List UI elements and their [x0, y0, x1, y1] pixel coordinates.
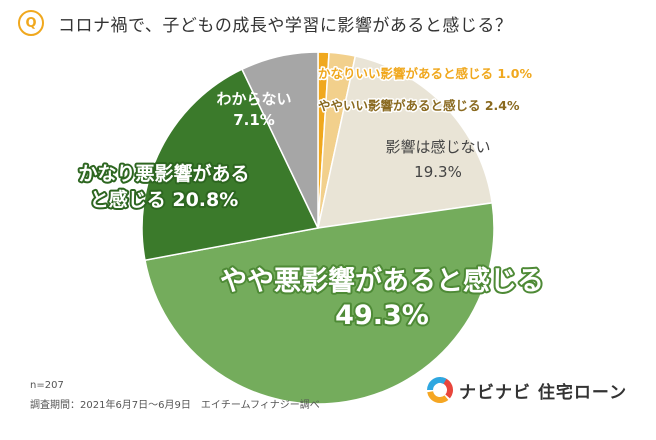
logo: ナビナビ 住宅ローン: [426, 376, 627, 404]
slice-label-3-line-0: やや悪影響があると感じる: [220, 265, 544, 297]
sample-size: n=207: [30, 380, 64, 391]
slice-label-4-line-1: と感じる 20.8%: [90, 188, 239, 211]
logo-text: ナビナビ 住宅ローン: [459, 382, 628, 403]
logo-mark-icon: [427, 377, 453, 403]
pie-slice-2: [317, 55, 494, 229]
slice-label-3-line-1: 49.3%: [335, 300, 429, 331]
slice-label-5-line-0: わからない: [216, 90, 291, 108]
pie-slice-3: [144, 202, 495, 405]
slice-label-1: ややいい影響があると感じる 2.4%: [318, 98, 520, 113]
slice-label-4-line-0: かなり悪影響がある: [78, 162, 249, 185]
slice-label-0: かなりいい影響があると感じる 1.0%: [318, 66, 532, 81]
slice-label-2-line-1: 19.3%: [414, 163, 462, 181]
slice-label-5-line-1: 7.1%: [233, 111, 275, 129]
pie-slice-4: [141, 68, 320, 262]
survey-period: 調査期間：2021年6月7日～6月9日 エイチームフィナジー調べ: [30, 400, 320, 411]
slice-label-2-line-0: 影響は感じない: [385, 138, 490, 156]
question-text: コロナ禍で、子どもの成長や学習に影響があると感じる？: [58, 15, 513, 36]
pie-slice-5: [240, 51, 319, 229]
q-badge: Q: [18, 10, 44, 36]
question-header: Q コロナ禍で、子どもの成長や学習に影響があると感じる？: [18, 10, 512, 36]
